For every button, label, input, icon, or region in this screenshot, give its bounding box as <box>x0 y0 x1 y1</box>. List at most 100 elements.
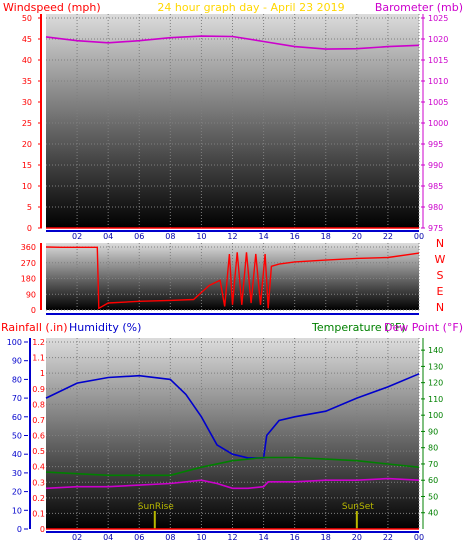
barometer-tick-label: 1020 <box>428 35 448 44</box>
windspeed-tick-label: 20 <box>22 140 32 149</box>
barometer-tick-label: 1010 <box>428 77 448 86</box>
panel-3-x-tick-label: 02 <box>72 533 82 542</box>
humidity-line <box>45 373 420 459</box>
temperature-axis-title: Temperature (°F) <box>311 321 406 334</box>
panel-3-x-tick-label: 14 <box>258 533 268 542</box>
temperature-tick-label: 100 <box>428 411 443 420</box>
windspeed-tick-label: 35 <box>22 77 32 86</box>
humidity-tick-label: 10 <box>12 506 22 515</box>
humidity-tick-label: 80 <box>12 375 22 384</box>
temperature-line <box>45 456 420 477</box>
temperature-tick-label: 120 <box>428 379 443 388</box>
rainfall-tick-label: 0.1 <box>32 509 45 518</box>
sunset-label: SunSet <box>342 502 374 512</box>
panel-1-x-tick-label: 22 <box>383 232 393 241</box>
panel-1-x-tick-label: 16 <box>290 232 300 241</box>
humidity-tick-label: 0 <box>17 525 22 534</box>
panel-1-x-tick-label: 10 <box>196 232 206 241</box>
humidity-tick-label: 70 <box>12 394 22 403</box>
barometer-tick-label: 990 <box>428 161 443 170</box>
sunrise-label: SunRise <box>138 502 175 512</box>
direction-tick-label: 270 <box>21 259 36 268</box>
panel-3-x-tick-label: 06 <box>134 533 144 542</box>
panel-1-x-tick-label: 14 <box>258 232 268 241</box>
panel-1-x-tick-label: 08 <box>165 232 175 241</box>
rainfall-axis-title: Rainfall (.in) <box>1 321 68 334</box>
direction-tick-label: 180 <box>21 275 36 284</box>
compass-label: E <box>437 285 444 298</box>
humidity-tick-label: 40 <box>12 450 22 459</box>
barometer-axis-title: Barometer (mb) <box>375 1 463 14</box>
panel-3-x-tick-label: 16 <box>290 533 300 542</box>
rainfall-tick-label: 0.4 <box>32 463 45 472</box>
panel-1-x-tick-label: 12 <box>227 232 237 241</box>
barometer-tick-label: 980 <box>428 203 443 212</box>
panel-3-x-tick-label: 04 <box>103 533 113 542</box>
rainfall-tick-label: 0.2 <box>32 494 45 503</box>
panel-3-x-tick-label: 20 <box>352 533 362 542</box>
rainfall-tick-label: 0.6 <box>32 432 45 441</box>
rainfall-tick-label: 0.8 <box>32 400 45 409</box>
rainfall-tick-label: 1.1 <box>32 354 45 363</box>
panel-3-x-tick-label: 12 <box>227 533 237 542</box>
panel-1-x-tick-label: 02 <box>72 232 82 241</box>
barometer-tick-label: 1015 <box>428 56 448 65</box>
temperature-tick-label: 130 <box>428 362 443 371</box>
humidity-tick-label: 90 <box>12 357 22 366</box>
direction-tick-label: 90 <box>26 290 36 299</box>
dewpoint-line <box>45 477 420 490</box>
barometer-tick-label: 985 <box>428 182 443 191</box>
panel-1-x-tick-label: 04 <box>103 232 113 241</box>
temperature-tick-label: 60 <box>428 476 438 485</box>
windspeed-tick-label: 15 <box>22 161 32 170</box>
barometer-tick-label: 1005 <box>428 98 448 107</box>
windspeed-tick-label: 40 <box>22 56 32 65</box>
windspeed-tick-label: 50 <box>22 14 32 23</box>
panel-1-x-tick-label: 18 <box>321 232 331 241</box>
temperature-tick-label: 90 <box>428 427 438 436</box>
barometer-tick-label: 1000 <box>428 119 448 128</box>
rainfall-tick-label: 1.2 <box>32 338 45 347</box>
windspeed-tick-label: 0 <box>27 224 32 233</box>
panel-3-x-tick-label: 22 <box>383 533 393 542</box>
humidity-tick-label: 50 <box>12 432 22 441</box>
dewpoint-axis-title: Dew Point (°F) <box>384 321 463 334</box>
rainfall-tick-label: 0.5 <box>32 447 45 456</box>
barometer-tick-label: 1025 <box>428 14 448 23</box>
rainfall-tick-label: 1 <box>40 369 45 378</box>
humidity-axis-title: Humidity (%) <box>69 321 141 334</box>
windspeed-tick-label: 30 <box>22 98 32 107</box>
humidity-tick-label: 30 <box>12 469 22 478</box>
compass-label: N <box>436 237 444 250</box>
panel-1-x-tick-label: 00 <box>414 232 424 241</box>
barometer-tick-label: 975 <box>428 224 443 233</box>
panel-3-x-tick-label: 08 <box>165 533 175 542</box>
panel-1-x-tick-label: 20 <box>352 232 362 241</box>
direction-tick-label: 360 <box>21 243 36 252</box>
windspeed-tick-label: 10 <box>22 182 32 191</box>
barometer-tick-label: 995 <box>428 140 443 149</box>
panel-3-x-tick-label: 00 <box>414 533 424 542</box>
compass-label: S <box>437 269 444 282</box>
humidity-tick-label: 100 <box>7 338 22 347</box>
humidity-tick-label: 20 <box>12 488 22 497</box>
panel-1-x-tick-label: 06 <box>134 232 144 241</box>
direction-tick-label: 0 <box>31 306 36 315</box>
panel-3-x-tick-label: 18 <box>321 533 331 542</box>
temperature-tick-label: 40 <box>428 509 438 518</box>
rainfall-tick-label: 0.9 <box>32 385 45 394</box>
panel-1-background <box>46 14 419 228</box>
windspeed-tick-label: 45 <box>22 35 32 44</box>
compass-label: N <box>436 301 444 314</box>
temperature-tick-label: 70 <box>428 460 438 469</box>
wind-direction-line <box>45 246 420 310</box>
humidity-tick-label: 60 <box>12 413 22 422</box>
temperature-tick-label: 110 <box>428 395 443 404</box>
rainfall-tick-label: 0.7 <box>32 416 45 425</box>
windspeed-tick-label: 25 <box>22 119 32 128</box>
rainfall-tick-label: 0 <box>40 525 45 534</box>
panel-3-x-tick-label: 10 <box>196 533 206 542</box>
barometer-line <box>45 35 420 50</box>
